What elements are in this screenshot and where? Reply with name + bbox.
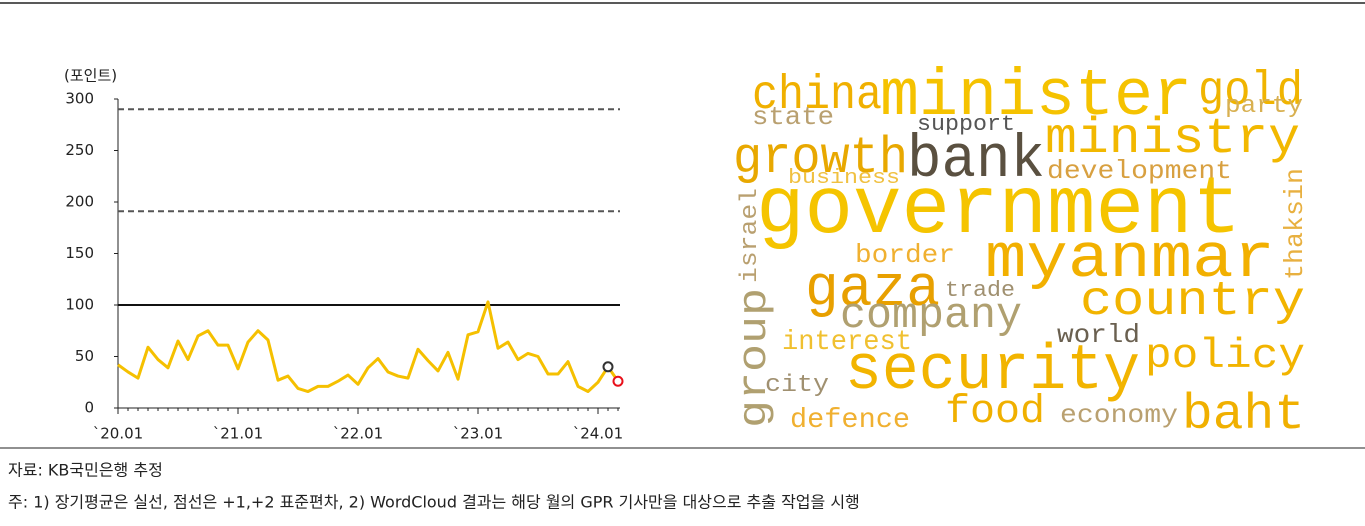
footnote: 주: 1) 장기평균은 실선, 점선은 +1,+2 표준편차, 2) WordC… [8, 493, 860, 512]
word: country [1080, 275, 1305, 329]
y-tick-label: 200 [65, 193, 94, 211]
y-axis-label: (포인트) [64, 67, 117, 85]
word: development [1047, 156, 1232, 186]
word: myanmar [985, 224, 1275, 295]
word: food [945, 390, 1045, 435]
word: group [733, 288, 778, 428]
word: gaza [805, 258, 940, 323]
y-tick-label: 100 [65, 296, 94, 314]
word: bank [907, 127, 1045, 195]
y-tick-label: 300 [65, 90, 94, 108]
point-marker [602, 361, 614, 373]
word: state [752, 102, 834, 132]
word: ministry [1045, 111, 1300, 168]
y-tick-label: 250 [65, 141, 94, 159]
source-note: 자료: KB국민은행 추정 [8, 461, 163, 480]
x-tick-label: `21.01 [213, 425, 263, 443]
y-tick-label: 0 [84, 399, 94, 417]
x-tick-label: `22.01 [333, 425, 383, 443]
word: city [765, 372, 829, 399]
x-tick-label: `20.01 [93, 425, 143, 443]
word: party [1225, 93, 1303, 120]
word: minister [880, 59, 1192, 134]
word: company [840, 291, 1022, 341]
y-tick-label: 150 [65, 244, 94, 262]
word: government [756, 164, 1241, 257]
word: baht [1182, 387, 1305, 444]
word: world [1057, 320, 1140, 350]
word: trade [945, 278, 1015, 303]
word: israel [737, 188, 764, 283]
word: security [845, 336, 1140, 408]
word-cloud: china minister gold party state support … [733, 59, 1310, 444]
word: defence [790, 405, 910, 436]
point-marker [612, 375, 624, 387]
x-tick-label: `23.01 [453, 425, 503, 443]
line-series [117, 300, 620, 394]
word: border [855, 240, 955, 270]
word: growth [733, 129, 908, 188]
x-tick-label: `24.01 [573, 425, 623, 443]
y-tick-label: 50 [75, 347, 94, 365]
word: business [788, 167, 900, 190]
word: thaksin [1280, 168, 1310, 280]
word: gold [1198, 65, 1303, 119]
word: china [752, 69, 882, 123]
word: policy [1145, 332, 1305, 380]
word: support [917, 112, 1015, 137]
word: interest [782, 327, 912, 358]
word: economy [1060, 400, 1178, 430]
